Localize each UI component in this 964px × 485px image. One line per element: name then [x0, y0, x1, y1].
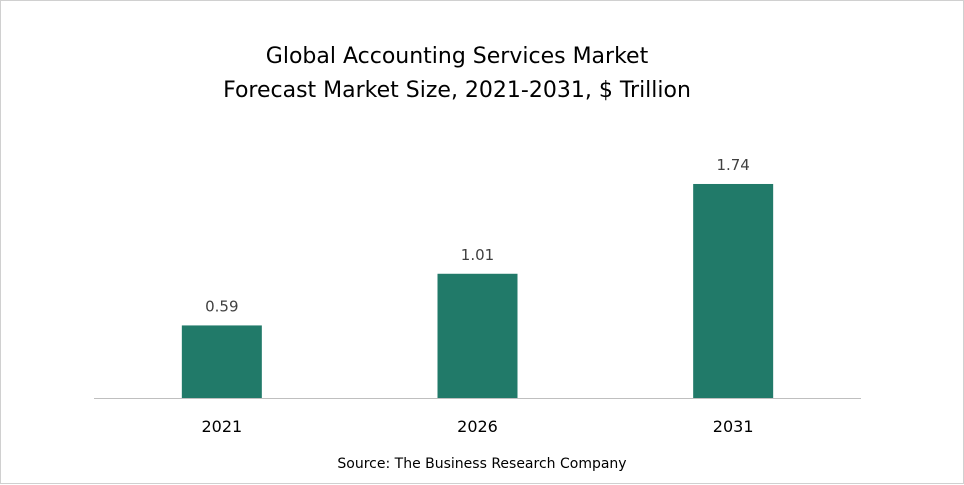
data-label-2026: 1.01 — [461, 246, 494, 264]
bar-2021 — [181, 325, 262, 398]
data-label-2031: 1.74 — [716, 156, 749, 174]
bar-2026 — [437, 273, 518, 398]
chart-title-line2: Forecast Market Size, 2021-2031, $ Trill… — [223, 78, 691, 103]
x-tick-label-2026: 2026 — [457, 417, 498, 436]
x-tick-label-2021: 2021 — [201, 417, 242, 436]
source-note: Source: The Business Research Company — [337, 456, 626, 472]
x-tick-label-2031: 2031 — [713, 417, 754, 436]
data-label-2021: 0.59 — [205, 297, 238, 315]
bar-2031 — [693, 183, 774, 398]
chart-title-line1: Global Accounting Services Market — [266, 44, 649, 69]
